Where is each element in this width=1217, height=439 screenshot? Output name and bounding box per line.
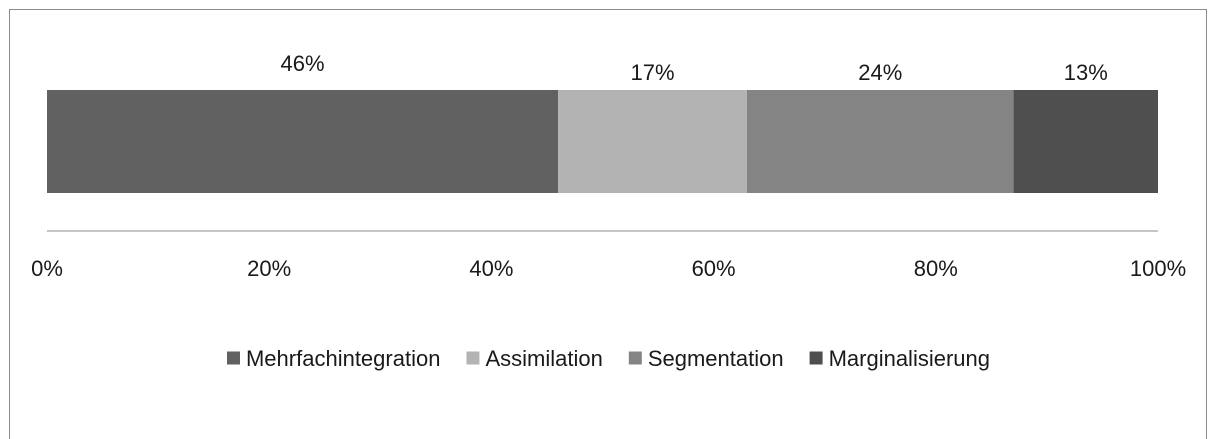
bar-segment-assimilation: [558, 90, 747, 193]
legend-label: Mehrfachintegration: [246, 346, 440, 371]
legend-label: Segmentation: [648, 346, 784, 371]
legend-item-mehrfachintegration: Mehrfachintegration: [226, 346, 440, 371]
legend-item-segmentation: Segmentation: [628, 346, 784, 371]
bars-layer: [47, 90, 1158, 193]
legend-swatch: [809, 351, 823, 365]
x-axis-ticks: 0% 20% 40% 60% 80% 100%: [31, 256, 1186, 281]
x-tick-label: 20%: [247, 256, 291, 281]
legend: Mehrfachintegration Assimilation Segmentat…: [226, 346, 990, 371]
legend-label: Marginalisierung: [829, 346, 990, 371]
data-label-segmentation: 24%: [858, 60, 902, 85]
legend-item-marginalisierung: Marginalisierung: [809, 346, 990, 371]
legend-swatch: [628, 351, 642, 365]
bar-segment-marginalisierung: [1013, 90, 1158, 193]
legend-swatch: [466, 351, 480, 365]
data-label-assimilation: 17%: [630, 60, 674, 85]
data-label-mehrfachintegration: 46%: [281, 51, 325, 76]
x-tick-label: 0%: [31, 256, 63, 281]
bar-segment-segmentation: [746, 90, 1014, 193]
legend-label: Assimilation: [485, 346, 602, 371]
x-tick-label: 80%: [914, 256, 958, 281]
x-tick-label: 100%: [1130, 256, 1186, 281]
x-tick-label: 60%: [692, 256, 736, 281]
bar-segment-mehrfachintegration: [47, 90, 559, 193]
data-labels: 46% 17% 24% 13%: [281, 51, 1108, 85]
x-tick-label: 40%: [469, 256, 513, 281]
legend-item-assimilation: Assimilation: [466, 346, 603, 371]
legend-swatch: [226, 351, 240, 365]
data-label-marginalisierung: 13%: [1064, 60, 1108, 85]
chart-area: [9, 9, 1207, 439]
